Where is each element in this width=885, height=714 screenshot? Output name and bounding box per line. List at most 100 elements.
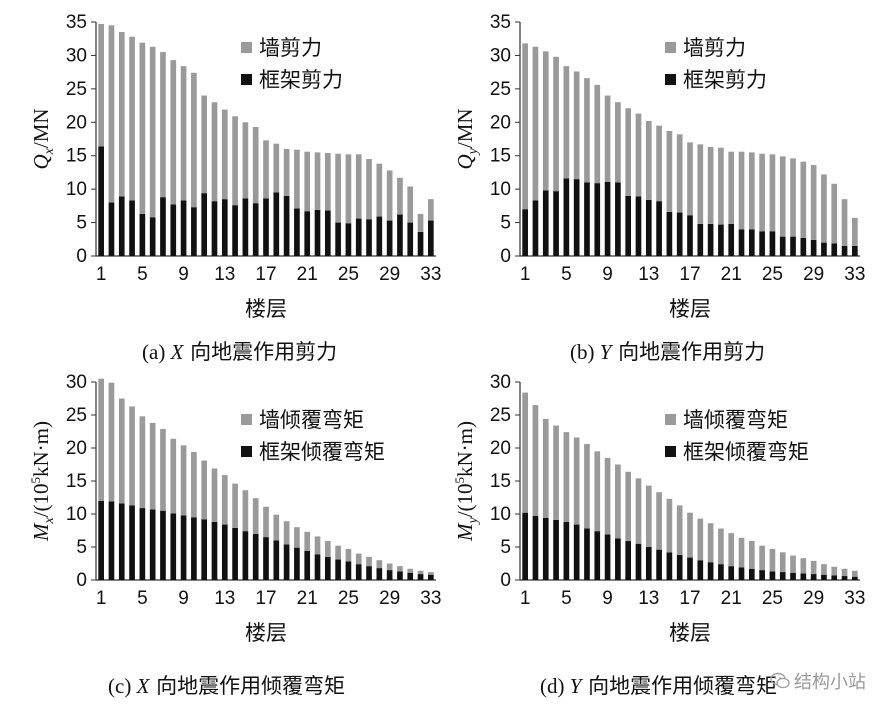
x-tick-label: 13 — [638, 588, 659, 609]
bar-wall — [831, 183, 838, 244]
y-axis-title: Qx/MN — [29, 108, 57, 169]
bar-frame — [584, 182, 590, 256]
bar-wall — [366, 159, 372, 220]
bar-frame — [221, 524, 228, 580]
y-axis-title: Qy/MN — [453, 108, 481, 169]
bar-wall — [779, 156, 786, 237]
bar-wall — [542, 418, 549, 518]
x-tick-label: 9 — [602, 588, 613, 609]
y-tick-label: 10 — [490, 504, 511, 525]
legend-swatch — [665, 42, 676, 53]
bar-frame — [522, 209, 528, 256]
bar-frame — [417, 574, 424, 580]
bar-frame — [98, 146, 104, 256]
bar-wall — [532, 46, 539, 201]
x-tick-label: 1 — [96, 264, 107, 285]
legend-label: 墙剪力 — [259, 36, 322, 60]
y-tick-label: 0 — [76, 570, 87, 591]
caption-text: 向地震作用倾覆弯矩 — [581, 674, 778, 698]
x-axis-title: 楼层 — [245, 297, 287, 321]
x-tick-label: 25 — [338, 588, 359, 609]
y-tick-label: 25 — [66, 79, 87, 100]
caption-axis: Y — [569, 674, 582, 698]
bar-frame — [676, 554, 683, 580]
bar-frame — [108, 501, 115, 580]
bar-wall — [294, 527, 300, 548]
y-tick-label: 25 — [490, 79, 511, 100]
bar-frame — [553, 519, 559, 580]
bar-frame — [779, 236, 786, 256]
legend-swatch — [241, 414, 252, 425]
bar-frame — [707, 223, 714, 256]
bar-wall — [676, 134, 683, 213]
caption-axis: Y — [599, 340, 612, 364]
bar-frame — [232, 527, 238, 580]
y-tick-label: 5 — [500, 537, 511, 558]
bar-wall — [553, 425, 559, 520]
bar-frame — [118, 503, 125, 580]
bar-wall — [852, 217, 858, 246]
x-tick-label: 1 — [96, 588, 107, 609]
bar-wall — [676, 505, 683, 555]
bar-frame — [180, 200, 187, 256]
x-tick-label: 33 — [420, 588, 441, 609]
bar-frame — [386, 220, 393, 256]
y-tick-label: 10 — [66, 179, 87, 200]
bar-frame — [697, 223, 704, 256]
bar-wall — [852, 570, 858, 577]
bar-wall — [656, 125, 662, 202]
bar-wall — [314, 536, 321, 555]
bar-frame — [697, 560, 704, 580]
bar-wall — [666, 130, 673, 212]
bar-wall — [625, 108, 632, 196]
bar-frame — [242, 198, 249, 256]
bar-wall — [252, 498, 259, 534]
bar-frame — [542, 190, 549, 256]
bar-frame — [129, 505, 135, 580]
bar-wall — [407, 186, 414, 223]
bar-frame — [324, 210, 331, 256]
x-axis-title: 楼层 — [669, 621, 711, 645]
bar-wall — [759, 153, 765, 232]
bar-frame — [232, 205, 238, 256]
x-tick-label: 29 — [379, 264, 400, 285]
bar-wall — [191, 451, 197, 518]
bar-wall — [263, 140, 269, 199]
bar-wall — [748, 541, 755, 569]
bar-frame — [604, 181, 611, 256]
bar-wall — [180, 66, 187, 201]
legend-label: 墙倾覆弯矩 — [259, 408, 364, 432]
bar-wall — [718, 528, 724, 565]
bar-frame — [283, 544, 290, 580]
bar-frame — [335, 559, 341, 580]
bar-frame — [129, 200, 135, 256]
bar-wall — [738, 151, 745, 230]
bar-wall — [697, 144, 704, 224]
x-tick-label: 21 — [721, 264, 742, 285]
bar-frame — [242, 531, 249, 580]
y-tick-label: 0 — [500, 246, 511, 267]
bar-frame — [366, 566, 372, 580]
caption-d: (d) Y 向地震作用倾覆弯矩 — [540, 670, 777, 700]
bar-frame — [687, 557, 693, 580]
y-tick-label: 10 — [66, 504, 87, 525]
bar-wall — [728, 151, 735, 224]
legend-label: 墙剪力 — [683, 36, 746, 60]
bar-wall — [242, 490, 249, 532]
bar-wall — [283, 149, 290, 196]
bar-frame — [191, 207, 197, 256]
x-tick-label: 9 — [602, 264, 613, 285]
legend-swatch — [665, 446, 676, 457]
bar-wall — [810, 560, 817, 575]
bar-wall — [769, 154, 776, 232]
bar-wall — [645, 120, 652, 200]
bar-frame — [810, 239, 817, 256]
bar-frame — [283, 195, 290, 256]
bar-wall — [687, 142, 693, 216]
bar-wall — [273, 143, 280, 193]
bar-frame — [841, 245, 848, 256]
bar-frame — [160, 510, 166, 580]
bar-frame — [563, 521, 570, 580]
bar-frame — [314, 554, 321, 580]
